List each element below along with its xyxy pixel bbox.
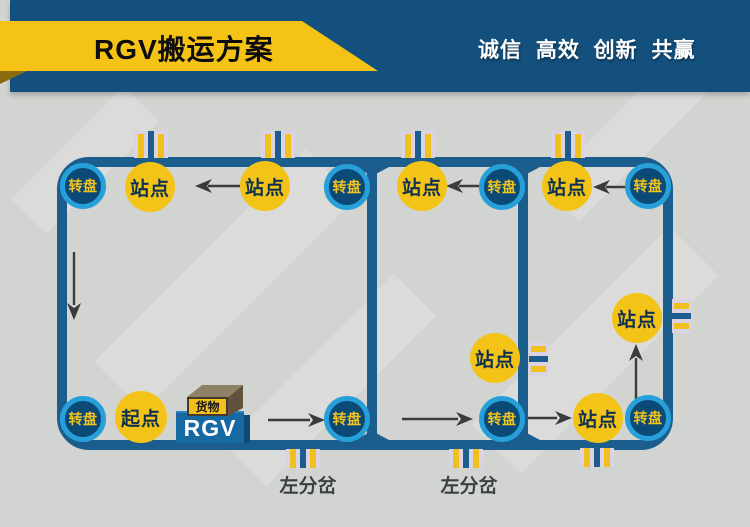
- turntable-node: 转盘: [60, 163, 106, 209]
- turntable-label: 转盘: [487, 179, 517, 195]
- station-node: 站点: [542, 161, 592, 211]
- turntable-label: 转盘: [633, 410, 663, 426]
- turntable-node: 转盘: [479, 396, 525, 442]
- turntable-node: 转盘: [479, 164, 525, 210]
- station-label: 站点: [474, 349, 515, 371]
- crossing-marker: [551, 131, 585, 158]
- crossing-marker: [134, 131, 168, 158]
- start-node: 起点: [115, 391, 167, 443]
- turntable-label: 转盘: [487, 411, 517, 427]
- turntable-label: 转盘: [332, 411, 362, 427]
- crossing-marker: [261, 131, 295, 158]
- rgv-body-side: [244, 415, 250, 443]
- crossing-marker: [580, 448, 614, 467]
- crossing-marker: [672, 299, 691, 333]
- station-node: 站点: [397, 161, 447, 211]
- turntable-label: 转盘: [633, 178, 663, 194]
- station-node: 站点: [240, 161, 290, 211]
- track-junction-fillet: [506, 167, 540, 176]
- rgv-vehicle: RGV: [176, 411, 244, 443]
- station-node: 站点: [612, 293, 662, 343]
- station-label: 站点: [244, 177, 285, 199]
- turntable-label: 转盘: [68, 178, 98, 194]
- crossing-marker: [529, 342, 548, 376]
- crossing-marker: [286, 449, 320, 468]
- turntable-label: 转盘: [332, 179, 362, 195]
- track-junction-fillet: [355, 167, 389, 176]
- crossing-marker: [449, 449, 483, 468]
- station-label: 站点: [546, 177, 587, 199]
- left-branch-label: 左分岔: [279, 476, 337, 497]
- turntable-node: 转盘: [625, 163, 671, 209]
- header-slogan: 诚信 高效 创新 共赢: [478, 39, 696, 62]
- track-divider-1: [367, 157, 377, 450]
- cargo-box-top: [187, 385, 243, 397]
- station-node: 站点: [125, 162, 175, 212]
- station-label: 站点: [129, 178, 170, 200]
- cargo-label: 货物: [195, 400, 220, 414]
- crossing-marker: [401, 131, 435, 158]
- left-branch-label: 左分岔: [440, 476, 498, 497]
- track-divider-2: [518, 157, 528, 450]
- start-label: 起点: [120, 408, 161, 430]
- cargo-box: 货物: [187, 397, 228, 416]
- station-node: 站点: [470, 333, 520, 383]
- track-outer-loop: [57, 157, 673, 450]
- station-label: 站点: [616, 309, 657, 331]
- turntable-node: 转盘: [324, 396, 370, 442]
- station-label: 站点: [401, 177, 442, 199]
- turntable-node: 转盘: [324, 164, 370, 210]
- station-label: 站点: [577, 409, 618, 431]
- page-title: RGV搬运方案: [94, 34, 274, 65]
- turntable-node: 转盘: [60, 396, 106, 442]
- station-node: 站点: [573, 393, 623, 443]
- rgv-label: RGV: [183, 414, 237, 441]
- turntable-node: 转盘: [625, 395, 671, 441]
- track-junction-fillet: [506, 431, 540, 440]
- turntable-label: 转盘: [68, 411, 98, 427]
- track-junction-fillet: [355, 431, 389, 440]
